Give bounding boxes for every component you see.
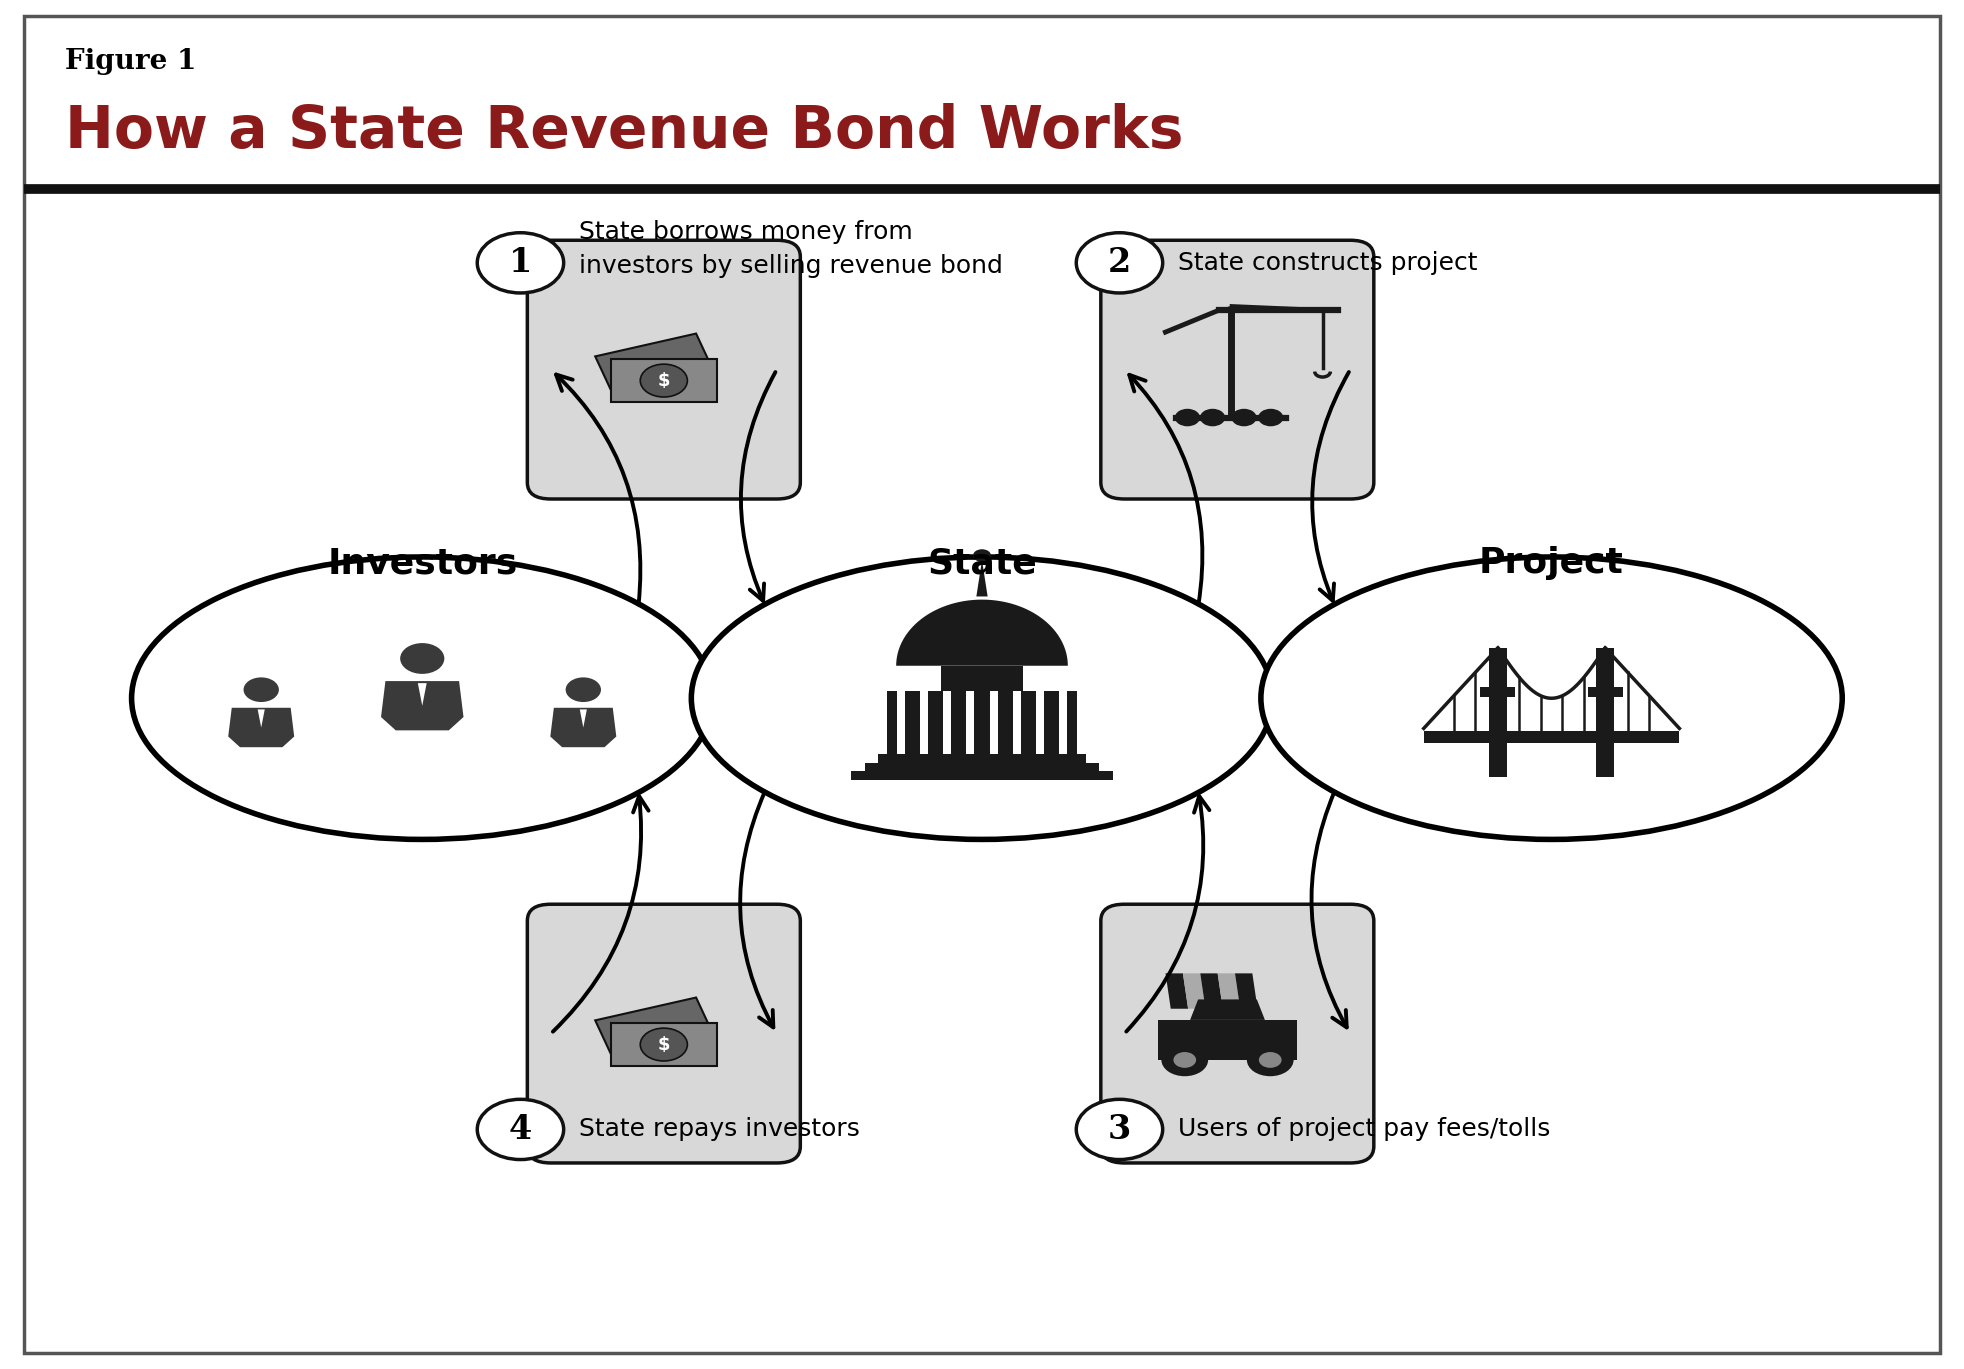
- FancyBboxPatch shape: [24, 16, 1940, 1353]
- Polygon shape: [888, 691, 1076, 760]
- Circle shape: [1231, 409, 1257, 426]
- Text: $: $: [658, 371, 670, 390]
- Text: 2: 2: [1108, 246, 1131, 279]
- Circle shape: [640, 1028, 687, 1061]
- Text: Project: Project: [1479, 546, 1624, 580]
- Text: Investors: Investors: [328, 546, 517, 580]
- Polygon shape: [1190, 999, 1265, 1020]
- Polygon shape: [864, 763, 1100, 771]
- Polygon shape: [381, 682, 464, 731]
- Text: State: State: [927, 546, 1037, 580]
- Polygon shape: [1013, 691, 1021, 754]
- FancyBboxPatch shape: [526, 240, 801, 500]
- Polygon shape: [595, 998, 715, 1061]
- Circle shape: [640, 364, 687, 397]
- Polygon shape: [1059, 691, 1066, 754]
- Circle shape: [1259, 1051, 1282, 1068]
- Polygon shape: [1489, 648, 1506, 778]
- Ellipse shape: [691, 557, 1273, 839]
- Circle shape: [1161, 1043, 1208, 1076]
- Text: $: $: [658, 1035, 670, 1054]
- Text: State borrows money from
investors by selling revenue bond: State borrows money from investors by se…: [579, 220, 1004, 278]
- Circle shape: [244, 678, 279, 702]
- Circle shape: [477, 233, 564, 293]
- Polygon shape: [611, 1023, 717, 1066]
- Circle shape: [972, 549, 992, 561]
- Ellipse shape: [132, 557, 713, 839]
- Polygon shape: [878, 754, 1086, 763]
- Polygon shape: [257, 709, 265, 727]
- Text: 3: 3: [1108, 1113, 1131, 1146]
- Text: Users of project pay fees/tolls: Users of project pay fees/tolls: [1178, 1117, 1552, 1142]
- Circle shape: [1259, 409, 1282, 426]
- Text: 4: 4: [509, 1113, 532, 1146]
- Circle shape: [1247, 1043, 1294, 1076]
- Text: 1: 1: [509, 246, 532, 279]
- Polygon shape: [941, 665, 1023, 691]
- Circle shape: [1200, 409, 1226, 426]
- Polygon shape: [1037, 691, 1045, 754]
- Polygon shape: [966, 691, 974, 754]
- Circle shape: [1174, 409, 1200, 426]
- Polygon shape: [1481, 687, 1516, 697]
- Polygon shape: [1165, 973, 1188, 1009]
- Polygon shape: [976, 560, 988, 597]
- Circle shape: [1076, 233, 1163, 293]
- Polygon shape: [1424, 731, 1679, 743]
- Polygon shape: [990, 691, 998, 754]
- Polygon shape: [1159, 1020, 1296, 1060]
- FancyBboxPatch shape: [1100, 905, 1373, 1164]
- Text: State repays investors: State repays investors: [579, 1117, 860, 1142]
- Circle shape: [1173, 1051, 1196, 1068]
- Polygon shape: [1182, 973, 1206, 1009]
- Polygon shape: [1235, 973, 1257, 1009]
- Circle shape: [477, 1099, 564, 1160]
- Polygon shape: [1587, 687, 1622, 697]
- Polygon shape: [579, 709, 587, 727]
- Polygon shape: [228, 708, 295, 747]
- Polygon shape: [611, 359, 717, 402]
- Polygon shape: [919, 691, 927, 754]
- Polygon shape: [896, 600, 1068, 665]
- Polygon shape: [418, 683, 426, 706]
- Circle shape: [566, 678, 601, 702]
- Polygon shape: [1597, 648, 1614, 778]
- Text: State constructs project: State constructs project: [1178, 251, 1477, 275]
- Circle shape: [1076, 1099, 1163, 1160]
- FancyBboxPatch shape: [1100, 240, 1373, 500]
- Text: How a State Revenue Bond Works: How a State Revenue Bond Works: [65, 103, 1184, 160]
- Polygon shape: [898, 691, 905, 754]
- Polygon shape: [1200, 973, 1224, 1009]
- Circle shape: [401, 643, 444, 674]
- Polygon shape: [1218, 973, 1239, 1009]
- Polygon shape: [943, 691, 951, 754]
- Polygon shape: [850, 771, 1114, 780]
- Polygon shape: [550, 708, 617, 747]
- FancyBboxPatch shape: [526, 905, 801, 1164]
- Ellipse shape: [1261, 557, 1842, 839]
- Polygon shape: [595, 334, 715, 397]
- Circle shape: [1226, 999, 1245, 1014]
- Text: Figure 1: Figure 1: [65, 48, 196, 75]
